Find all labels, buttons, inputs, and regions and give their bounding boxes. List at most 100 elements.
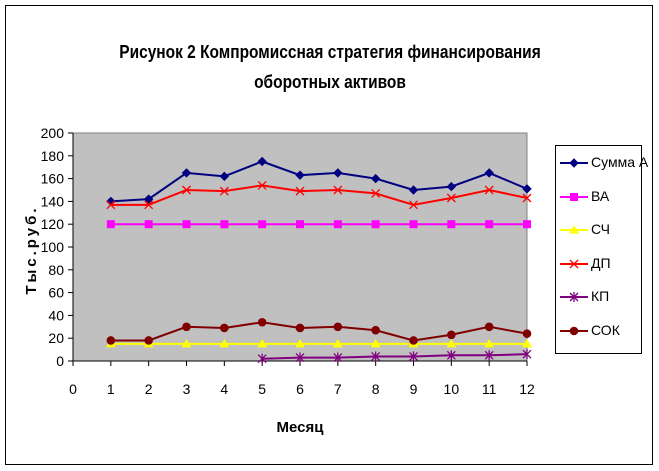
data-point — [295, 186, 305, 196]
data-point — [484, 185, 494, 195]
x-tick-label: 5 — [258, 381, 266, 397]
data-point — [447, 220, 456, 229]
data-point — [182, 185, 191, 195]
data-point — [484, 338, 495, 348]
chart-title-line-2: оборотных активов — [254, 72, 406, 92]
x-tick-label: 11 — [482, 381, 497, 397]
data-point — [257, 338, 268, 348]
data-point — [409, 220, 418, 229]
data-point — [370, 338, 381, 348]
data-point — [484, 168, 494, 178]
legend-marker — [569, 158, 579, 168]
data-point — [523, 220, 531, 229]
y-tick-label: 60 — [48, 285, 64, 301]
data-point — [522, 184, 532, 194]
series-2 — [106, 220, 531, 229]
y-tick-label: 160 — [41, 171, 65, 187]
data-point — [370, 173, 381, 184]
legend-marker — [569, 224, 579, 234]
series-line — [110, 160, 528, 203]
data-point — [182, 322, 191, 332]
data-point — [144, 200, 154, 210]
series-5 — [257, 349, 532, 364]
data-point — [446, 181, 457, 192]
legend-symbol — [560, 192, 588, 201]
data-point — [522, 329, 532, 338]
data-point — [257, 317, 267, 327]
data-point — [522, 338, 532, 348]
data-point — [333, 168, 343, 178]
legend: Сумма А ВА СЧ ДП КП СОК — [555, 145, 648, 354]
data-point — [371, 188, 381, 198]
data-point — [484, 322, 494, 332]
x-tick-label: 4 — [220, 381, 228, 397]
legend-marker — [569, 259, 579, 268]
legend-item: ВА — [556, 187, 643, 207]
data-point — [257, 156, 267, 167]
x-tick-label: 1 — [107, 381, 115, 397]
legend-label: КП — [591, 288, 610, 304]
data-point — [333, 185, 343, 195]
data-point — [144, 336, 153, 345]
data-point — [219, 338, 230, 348]
series-1 — [106, 156, 532, 207]
data-point — [371, 351, 381, 362]
series-6 — [106, 317, 532, 345]
series-line — [110, 184, 528, 206]
legend-symbol — [560, 326, 588, 335]
series-line — [262, 353, 528, 360]
data-point — [295, 338, 305, 348]
data-point — [106, 336, 116, 345]
data-point — [144, 220, 153, 229]
data-point — [409, 200, 418, 210]
data-point — [257, 353, 267, 364]
data-point — [257, 180, 267, 190]
data-point — [220, 323, 229, 333]
legend-label: СОК — [591, 321, 620, 338]
y-tick-label: 180 — [41, 148, 65, 164]
x-tick-label: 8 — [372, 381, 380, 397]
data-point — [409, 336, 418, 345]
data-point — [371, 220, 380, 229]
legend-label: СЧ — [591, 221, 610, 237]
legend-item: Сумма А — [556, 153, 648, 173]
x-tick-label: 9 — [410, 381, 418, 397]
y-tick-label: 200 — [41, 125, 65, 141]
x-tick-label: 3 — [183, 381, 191, 397]
data-point — [181, 168, 192, 178]
data-point — [181, 338, 192, 348]
data-point — [296, 220, 304, 229]
x-axis-label: Месяц — [277, 419, 325, 436]
data-point — [219, 186, 229, 196]
data-point — [106, 200, 116, 210]
y-tick-label: 0 — [56, 353, 64, 369]
data-point — [219, 171, 230, 182]
legend-symbol — [560, 259, 588, 268]
legend-label: Сумма А — [591, 154, 649, 170]
y-tick-label: 140 — [41, 193, 65, 209]
y-tick-label: 40 — [48, 307, 64, 323]
chart-title-line-1: Рисунок 2 Компромиссная стратегия финанс… — [119, 42, 541, 62]
x-tick-label: 7 — [334, 381, 342, 397]
data-point — [485, 220, 494, 229]
y-axis-label: Тыс.руб. — [23, 205, 40, 294]
x-tick-label: 6 — [296, 381, 304, 397]
data-point — [408, 185, 419, 195]
data-point — [409, 351, 418, 362]
y-tick-label: 120 — [41, 216, 65, 232]
legend-item: ДП — [556, 254, 643, 274]
legend-item: СОК — [556, 321, 643, 341]
data-point — [446, 350, 456, 361]
y-tick-label: 100 — [41, 239, 65, 255]
data-point — [182, 220, 191, 229]
legend-marker — [569, 292, 579, 302]
data-point — [446, 338, 457, 348]
x-tick-label: 2 — [145, 381, 153, 397]
legend-label: ВА — [591, 187, 610, 204]
data-point — [332, 338, 343, 348]
data-point — [295, 352, 305, 363]
legend-symbol — [560, 224, 588, 234]
legend-label: ДП — [591, 254, 611, 271]
legend-item: СЧ — [556, 220, 643, 240]
legend-symbol — [560, 158, 588, 168]
